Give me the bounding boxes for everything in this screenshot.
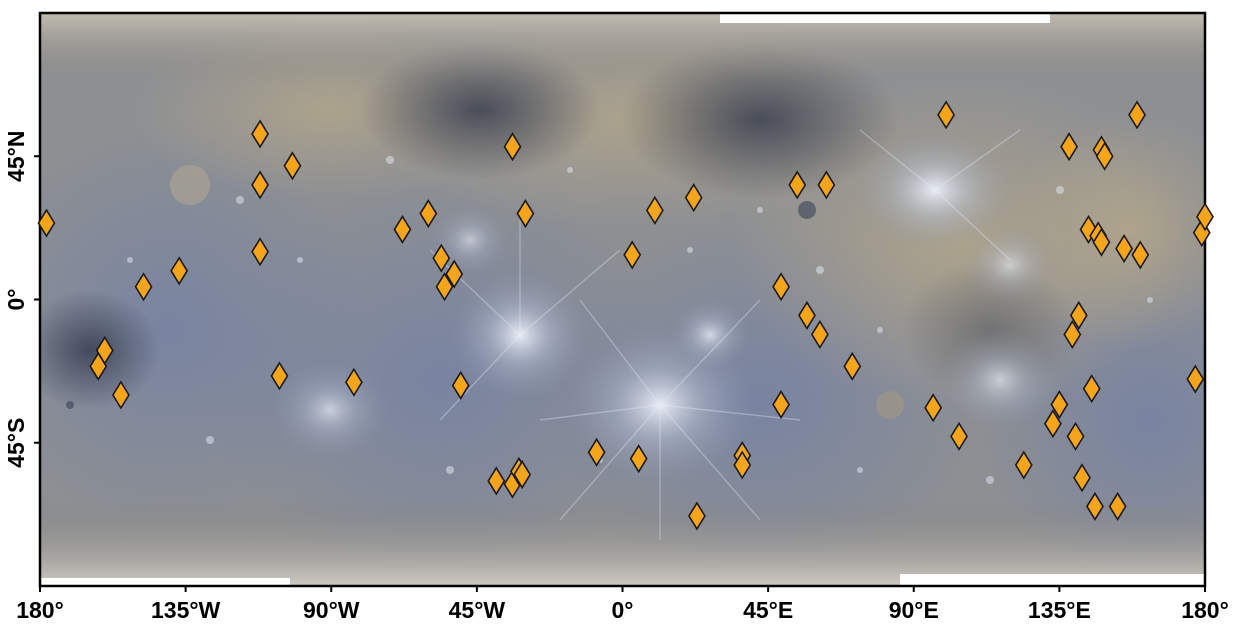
- site-marker-59: [1128, 100, 1146, 130]
- site-marker-43: [1043, 409, 1062, 439]
- site-marker-8: [251, 237, 269, 267]
- site-marker-37: [817, 170, 836, 200]
- x-tick-label-8: 180°: [1181, 597, 1229, 623]
- x-tick-label-4: 0°: [612, 597, 634, 623]
- site-marker-33: [772, 390, 791, 420]
- imagery-gap-bottom-right: [900, 574, 1205, 586]
- x-tick-label-1: 135°W: [151, 597, 221, 623]
- site-marker-61: [1186, 364, 1205, 394]
- y-axis: 45°N 0° 45°S: [3, 131, 40, 468]
- site-marker-16: [435, 272, 454, 302]
- x-axis: 180° 135°W 90°W 45°W 0° 45°E 90°E 135°E 180°: [16, 586, 1229, 623]
- site-marker-0: [37, 208, 56, 238]
- site-marker-15: [445, 259, 464, 289]
- site-marker-6: [251, 119, 269, 149]
- imagery-gap-bottom-left: [40, 578, 290, 586]
- site-marker-7: [251, 170, 269, 200]
- site-marker-57: [1108, 491, 1127, 521]
- site-marker-12: [393, 214, 412, 244]
- site-marker-19: [516, 199, 535, 229]
- site-marker-27: [629, 444, 648, 474]
- site-marker-49: [1073, 463, 1091, 493]
- site-marker-24: [587, 437, 606, 467]
- site-marker-45: [1060, 132, 1079, 162]
- site-marker-11: [344, 367, 363, 397]
- site-marker-42: [1014, 450, 1033, 480]
- site-marker-20: [487, 466, 506, 496]
- site-marker-17: [451, 370, 470, 400]
- site-marker-40: [924, 393, 943, 423]
- planet-surface-imagery: [40, 13, 1205, 586]
- x-tick-label-3: 45°W: [449, 597, 506, 623]
- site-marker-9: [283, 151, 302, 181]
- site-marker-34: [788, 170, 807, 200]
- site-marker-18: [503, 132, 522, 162]
- site-marker-44: [1050, 390, 1069, 420]
- site-marker-25: [623, 240, 642, 270]
- site-marker-48: [1069, 300, 1088, 330]
- site-marker-50: [1082, 374, 1101, 404]
- site-marker-46: [1066, 421, 1085, 451]
- site-marker-23: [513, 460, 532, 490]
- site-marker-1: [134, 272, 153, 302]
- site-marker-10: [270, 361, 289, 391]
- site-marker-58: [1115, 234, 1134, 264]
- site-marker-54: [1092, 227, 1111, 257]
- site-marker-2: [170, 256, 189, 286]
- site-marker-5: [111, 380, 130, 410]
- site-marker-38: [843, 351, 862, 381]
- x-tick-label-2: 90°W: [303, 597, 360, 623]
- site-marker-47: [1063, 319, 1082, 350]
- site-marker-29: [687, 501, 706, 531]
- marker-layer: [37, 100, 1214, 531]
- site-marker-31: [733, 450, 752, 480]
- site-marker-13: [419, 199, 438, 229]
- site-marker-60: [1131, 240, 1150, 270]
- x-tick-label-7: 135°E: [1028, 597, 1091, 623]
- x-tick-label-6: 90°E: [889, 597, 939, 623]
- site-marker-32: [772, 272, 791, 302]
- site-marker-36: [810, 319, 829, 350]
- site-marker-35: [798, 300, 816, 330]
- site-marker-39: [937, 100, 956, 130]
- imagery-gap-top: [720, 13, 1050, 23]
- x-tick-label-5: 45°E: [743, 597, 793, 623]
- site-marker-56: [1095, 141, 1114, 171]
- site-marker-4: [89, 351, 108, 381]
- site-marker-14: [432, 243, 451, 273]
- y-tick-label-0: 45°N: [3, 131, 29, 182]
- site-marker-63: [1196, 202, 1214, 232]
- site-marker-28: [684, 183, 703, 213]
- site-marker-41: [950, 421, 968, 451]
- site-marker-26: [645, 195, 664, 225]
- y-tick-label-2: 45°S: [3, 418, 29, 468]
- y-tick-label-1: 0°: [3, 289, 29, 311]
- x-tick-label-0: 180°: [16, 597, 64, 623]
- site-marker-51: [1086, 491, 1104, 521]
